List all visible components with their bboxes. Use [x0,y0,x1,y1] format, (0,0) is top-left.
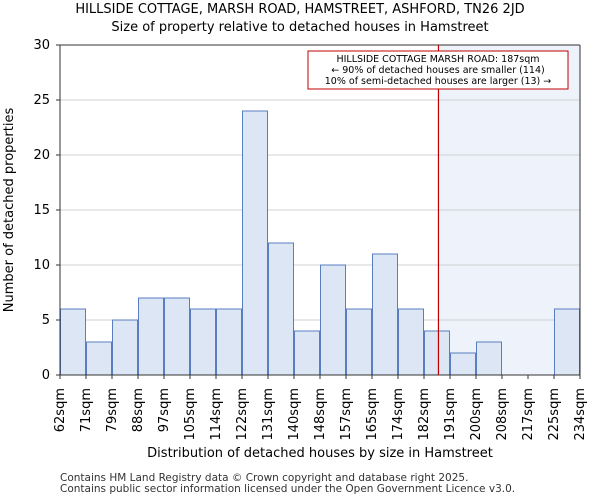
bar [112,319,138,376]
bar [86,341,112,376]
x-axis-label: Distribution of detached houses by size … [147,446,493,461]
y-tick-label: 5 [42,313,50,328]
bar [424,330,450,376]
bar [138,297,164,376]
x-tick-label: 97sqm [157,388,172,432]
x-tick-label: 165sqm [365,388,380,441]
y-tick-label: 25 [33,93,50,108]
bar [190,308,216,376]
y-tick-label: 0 [42,368,50,383]
x-tick-label: 234sqm [573,388,588,441]
annotation-line-3: 10% of semi-detached houses are larger (… [325,76,552,87]
x-tick-label: 79sqm [105,388,120,432]
x-tick-label: 114sqm [209,388,224,441]
footer-line-1: Contains HM Land Registry data © Crown c… [60,472,469,484]
y-tick-label: 15 [33,203,50,218]
annotation-line-2: ← 90% of detached houses are smaller (11… [331,65,544,76]
x-tick-label: 88sqm [131,388,146,432]
bar [320,264,346,376]
bar [450,352,476,376]
bar [372,253,398,376]
bar [554,308,580,376]
bar [398,308,424,376]
y-axis-label: Number of detached properties [2,108,17,313]
x-tick-label: 225sqm [547,388,562,441]
x-tick-label: 148sqm [313,388,328,441]
x-tick-label: 208sqm [495,388,510,441]
x-tick-label: 122sqm [235,388,250,441]
chart-subtitle: Size of property relative to detached ho… [111,20,489,35]
y-tick-label: 20 [33,148,50,163]
x-tick-label: 71sqm [79,388,94,432]
x-tick-label: 157sqm [339,388,354,441]
bar [164,297,190,376]
x-tick-label: 217sqm [521,388,536,441]
bar [268,242,294,376]
chart-title: HILLSIDE COTTAGE, MARSH ROAD, HAMSTREET,… [75,2,525,17]
bar [60,308,86,376]
bar [242,110,268,376]
footer-line-2: Contains public sector information licen… [60,483,516,495]
x-tick-label: 182sqm [417,388,432,441]
bar [294,330,320,376]
y-tick-label: 10 [33,258,50,273]
annotation-line-1: HILLSIDE COTTAGE MARSH ROAD: 187sqm [336,54,539,65]
x-tick-label: 140sqm [287,388,302,441]
x-tick-label: 62sqm [53,388,68,432]
x-tick-label: 200sqm [469,388,484,441]
x-tick-label: 105sqm [183,388,198,441]
x-tick-label: 131sqm [261,388,276,441]
x-tick-label: 174sqm [391,388,406,441]
bar [476,341,502,376]
annotation-box [307,50,569,90]
bar [346,308,372,376]
x-tick-label: 191sqm [443,388,458,441]
bar [216,308,242,376]
y-tick-label: 30 [33,38,50,53]
